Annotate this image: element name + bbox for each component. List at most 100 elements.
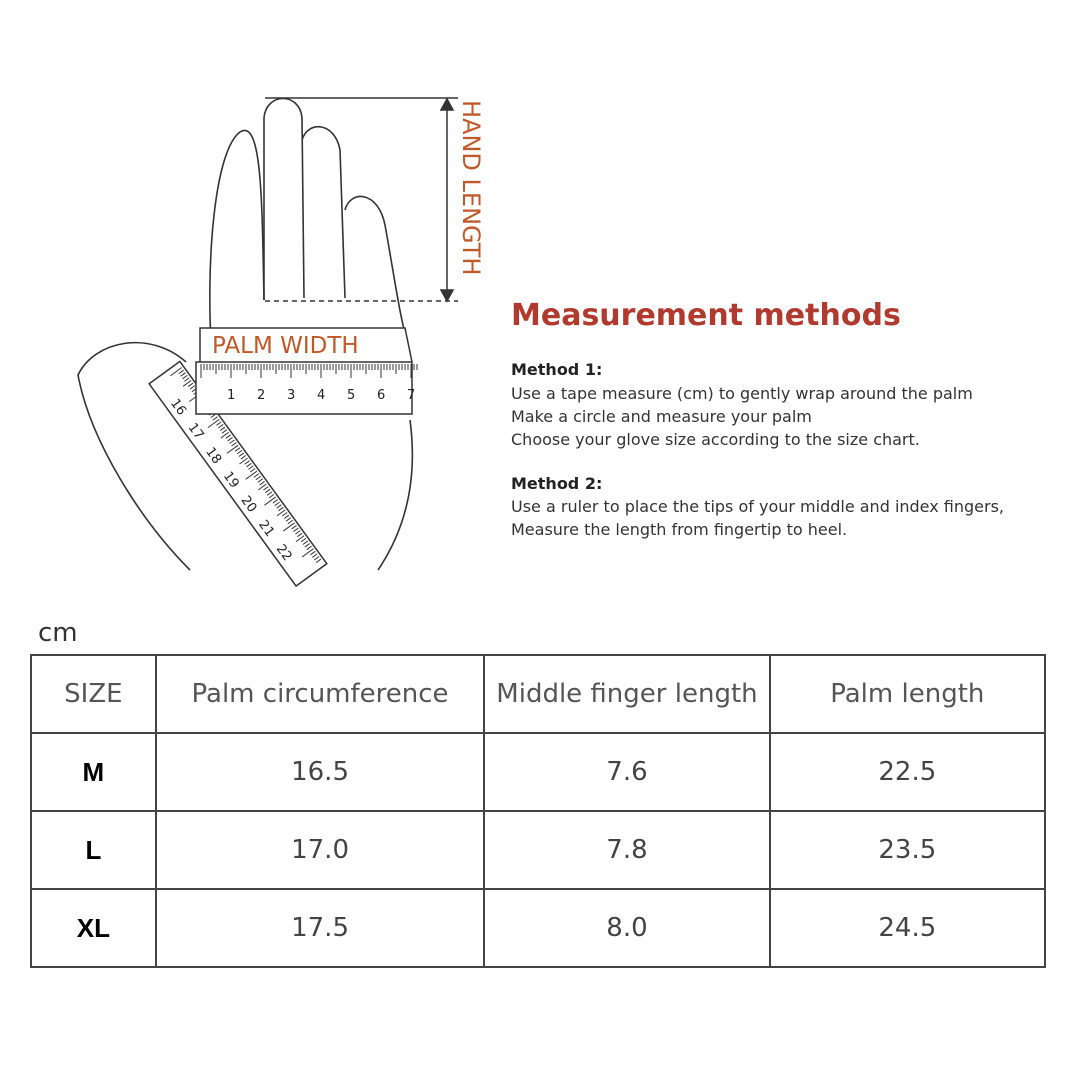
ruler-tick bbox=[257, 478, 263, 483]
ruler-tick bbox=[296, 532, 303, 538]
size-cell: M bbox=[30, 732, 157, 812]
horizontal-tape-ruler: 1 2 3 4 5 6 7 bbox=[195, 361, 418, 415]
ruler-tick bbox=[265, 488, 271, 494]
ruler-tick bbox=[285, 517, 292, 522]
ruler-tick bbox=[302, 540, 309, 545]
ruler-tick bbox=[212, 416, 218, 421]
ruler-tick bbox=[276, 509, 286, 517]
ruler-tick bbox=[263, 486, 269, 491]
ruler-number: 6 bbox=[377, 388, 385, 403]
ruler-tick bbox=[291, 525, 297, 530]
ruler-tick bbox=[304, 543, 310, 548]
ruler-tick bbox=[272, 499, 278, 504]
table-row: M 16.5 7.6 22.5 bbox=[30, 732, 1047, 812]
palm-circumference-cell: 17.0 bbox=[154, 810, 486, 890]
header-palm-circumference: Palm circumference bbox=[154, 654, 486, 734]
method1-line: Choose your glove size according to the … bbox=[511, 430, 920, 449]
ruler-tick bbox=[216, 421, 222, 426]
ruler-tick bbox=[278, 506, 284, 512]
ruler-tick bbox=[264, 496, 277, 506]
ruler-tick bbox=[234, 447, 241, 452]
ruler-tick bbox=[283, 514, 290, 519]
ruler-tick bbox=[259, 481, 265, 486]
palm-length-cell: 22.5 bbox=[768, 732, 1047, 812]
ruler-tick bbox=[244, 460, 250, 465]
ruler-tick bbox=[180, 372, 186, 377]
ruler-tick bbox=[221, 429, 228, 434]
palm-width-band bbox=[199, 327, 413, 363]
ruler-tick bbox=[300, 537, 307, 543]
method1-heading: Method 1: bbox=[511, 360, 603, 379]
ruler-tick bbox=[189, 385, 196, 390]
ruler-number: 5 bbox=[347, 388, 355, 403]
ruler-tick bbox=[312, 553, 318, 558]
palm-width-label: PALM WIDTH bbox=[212, 333, 359, 359]
ruler-tick bbox=[178, 369, 184, 375]
ruler-tick bbox=[225, 434, 231, 439]
ruler-tick bbox=[266, 491, 273, 496]
size-cell: L bbox=[30, 810, 157, 890]
ruler-tick bbox=[306, 545, 312, 551]
method2-line: Measure the length from fingertip to hee… bbox=[511, 520, 848, 539]
method1-line: Make a circle and measure your palm bbox=[511, 407, 812, 426]
ruler-tick bbox=[170, 367, 183, 377]
ruler-tick bbox=[219, 426, 226, 431]
middle-finger-length-cell: 7.6 bbox=[483, 732, 771, 812]
ruler-tick bbox=[220, 431, 230, 439]
size-table: SIZE Palm circumference Middle finger le… bbox=[30, 654, 1047, 968]
ruler-tick bbox=[248, 465, 254, 470]
method2-line: Use a ruler to place the tips of your mi… bbox=[511, 497, 1005, 516]
ruler-tick bbox=[239, 457, 248, 465]
palm-circumference-cell: 16.5 bbox=[154, 732, 486, 812]
header-palm-length: Palm length bbox=[768, 654, 1047, 734]
ruler-tick bbox=[231, 442, 237, 447]
ruler-tick bbox=[187, 382, 194, 387]
size-cell: XL bbox=[30, 888, 157, 968]
ruler-number: 7 bbox=[407, 388, 415, 403]
ruler-number: 3 bbox=[287, 388, 295, 403]
ruler-tick bbox=[229, 439, 235, 444]
hand-length-label: HAND LENGTH bbox=[457, 100, 485, 275]
ruler-tick bbox=[238, 452, 245, 457]
ruler-tick bbox=[245, 470, 258, 480]
palm-length-cell: 24.5 bbox=[768, 888, 1047, 968]
ruler-tick bbox=[295, 535, 305, 543]
unit-label: cm bbox=[38, 618, 78, 648]
hand-outline bbox=[77, 97, 414, 571]
middle-finger-length-cell: 8.0 bbox=[483, 888, 771, 968]
ruler-tick bbox=[255, 475, 262, 481]
ruler-tick bbox=[182, 380, 192, 387]
ruler-tick bbox=[310, 550, 316, 556]
ruler-tick bbox=[226, 444, 239, 454]
methods-title: Measurement methods bbox=[511, 298, 901, 333]
ruler-tick bbox=[295, 530, 301, 535]
method2-heading: Method 2: bbox=[511, 474, 603, 493]
ruler-tick bbox=[253, 473, 260, 478]
ruler-tick bbox=[249, 468, 256, 473]
ruler-tick bbox=[217, 424, 224, 429]
ruler-tick bbox=[274, 501, 280, 507]
ruler-number: 1 bbox=[227, 388, 235, 403]
palm-length-cell: 23.5 bbox=[768, 810, 1047, 890]
ruler-tick bbox=[287, 519, 294, 525]
ruler-tick bbox=[236, 449, 243, 455]
table-row: XL 17.5 8.0 24.5 bbox=[30, 888, 1047, 968]
middle-finger-length-cell: 7.8 bbox=[483, 810, 771, 890]
ruler-tick bbox=[268, 493, 275, 499]
ruler-tick bbox=[182, 374, 188, 380]
ruler-tick bbox=[184, 377, 190, 382]
ruler-number: 4 bbox=[317, 388, 325, 403]
ruler-tick bbox=[276, 504, 282, 509]
header-size: SIZE bbox=[30, 654, 157, 734]
ruler-tick bbox=[315, 558, 322, 564]
method1-line: Use a tape measure (cm) to gently wrap a… bbox=[511, 384, 973, 403]
ruler-tick bbox=[246, 462, 252, 468]
table-row: L 17.0 7.8 23.5 bbox=[30, 810, 1047, 890]
ruler-tick bbox=[281, 512, 288, 517]
hand-length-arrow bbox=[439, 97, 455, 303]
ruler-tick bbox=[240, 455, 247, 460]
ruler-tick bbox=[313, 556, 320, 561]
ruler-tick bbox=[282, 522, 295, 532]
ruler-tick bbox=[293, 527, 299, 532]
